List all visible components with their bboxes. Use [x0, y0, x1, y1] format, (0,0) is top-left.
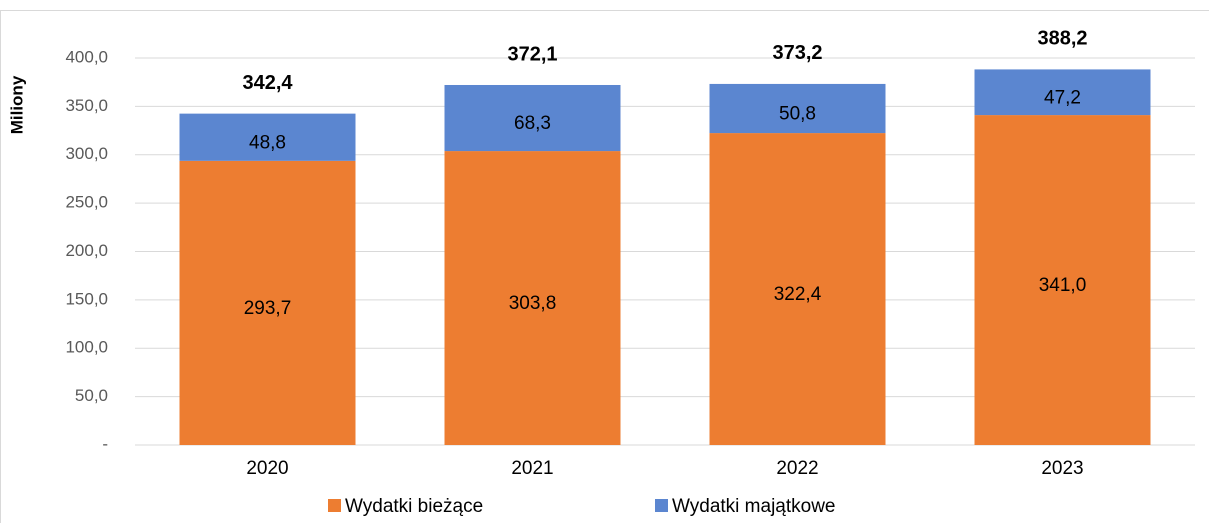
x-tick-label: 2023	[1041, 458, 1083, 479]
bar-segment	[709, 83, 886, 134]
y-tick-label: 300,0	[65, 144, 108, 163]
legend-swatch	[328, 499, 341, 512]
total-label: 388,2	[1037, 28, 1087, 50]
y-tick-label: 50,0	[75, 386, 108, 405]
y-tick-label: 350,0	[65, 96, 108, 115]
y-tick-label: -	[102, 434, 108, 453]
bar-segment	[709, 133, 886, 445]
bar-segment	[179, 160, 356, 445]
data-label: 68,3	[514, 113, 551, 134]
data-label: 50,8	[779, 104, 816, 125]
total-label: 372,1	[507, 43, 557, 65]
y-tick-label: 400,0	[65, 47, 108, 66]
data-label: 341,0	[1039, 275, 1087, 296]
y-tick-label: 100,0	[65, 338, 108, 357]
bar-segment	[974, 69, 1151, 116]
total-label: 373,2	[772, 42, 822, 64]
y-axis-label: Miliony	[7, 75, 26, 134]
legend-label: Wydatki bieżące	[345, 496, 483, 517]
data-label: 48,8	[249, 132, 286, 153]
data-label: 47,2	[1044, 87, 1081, 108]
bar-segment	[444, 84, 621, 152]
legend-swatch	[655, 499, 668, 512]
chart-frame	[0, 10, 1209, 523]
bar-segment	[179, 113, 356, 161]
y-tick-label: 150,0	[65, 289, 108, 308]
x-tick-label: 2021	[511, 458, 553, 479]
x-tick-label: 2022	[776, 458, 818, 479]
total-label: 342,4	[242, 72, 293, 94]
data-label: 322,4	[774, 284, 822, 305]
y-tick-label: 250,0	[65, 193, 108, 212]
bar-segment	[974, 115, 1151, 446]
legend-label: Wydatki majątkowe	[672, 496, 836, 517]
data-label: 293,7	[244, 298, 292, 319]
bar-segment	[444, 151, 621, 446]
x-tick-label: 2020	[246, 458, 288, 479]
data-label: 303,8	[509, 293, 557, 314]
y-tick-label: 200,0	[65, 241, 108, 260]
